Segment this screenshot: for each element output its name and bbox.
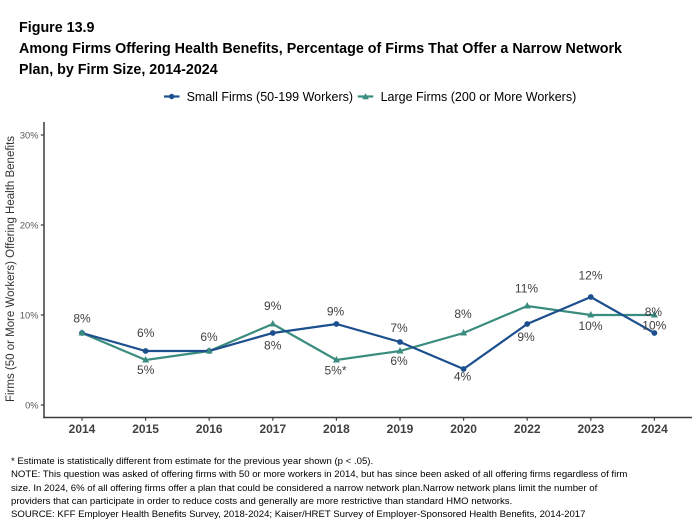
svg-text:11%: 11% [515,282,538,296]
svg-text:4%: 4% [454,370,472,384]
svg-text:2023: 2023 [577,422,604,436]
svg-text:2020: 2020 [450,422,477,436]
svg-text:6%: 6% [200,330,218,344]
svg-text:10%: 10% [20,311,39,321]
svg-text:8%: 8% [264,339,282,353]
svg-text:2017: 2017 [259,422,286,436]
svg-text:2018: 2018 [323,422,350,436]
svg-text:2015: 2015 [132,422,159,436]
svg-text:9%: 9% [517,330,535,344]
svg-text:10%: 10% [642,318,666,332]
svg-text:Large Firms (200 or More Worke: Large Firms (200 or More Workers) [381,90,577,104]
svg-text:2024: 2024 [641,422,668,436]
svg-text:6%: 6% [137,326,155,340]
svg-text:9%: 9% [327,305,345,319]
svg-text:2016: 2016 [196,422,223,436]
svg-text:20%: 20% [20,221,39,231]
svg-text:Small Firms (50-199 Workers): Small Firms (50-199 Workers) [187,90,353,104]
svg-text:30%: 30% [20,131,39,141]
svg-text:9%: 9% [264,299,282,313]
svg-text:2019: 2019 [387,422,414,436]
svg-text:6%: 6% [390,354,408,368]
svg-text:8%: 8% [73,312,91,326]
svg-text:0%: 0% [25,401,38,411]
svg-text:2022: 2022 [514,422,541,436]
svg-text:5%*: 5%* [324,364,346,378]
svg-text:5%: 5% [137,363,155,377]
svg-text:10%: 10% [578,319,602,333]
svg-text:8%: 8% [454,307,472,321]
svg-text:12%: 12% [578,269,602,283]
svg-text:8%: 8% [645,305,663,319]
svg-text:7%: 7% [390,321,408,335]
svg-text:2014: 2014 [69,422,96,436]
